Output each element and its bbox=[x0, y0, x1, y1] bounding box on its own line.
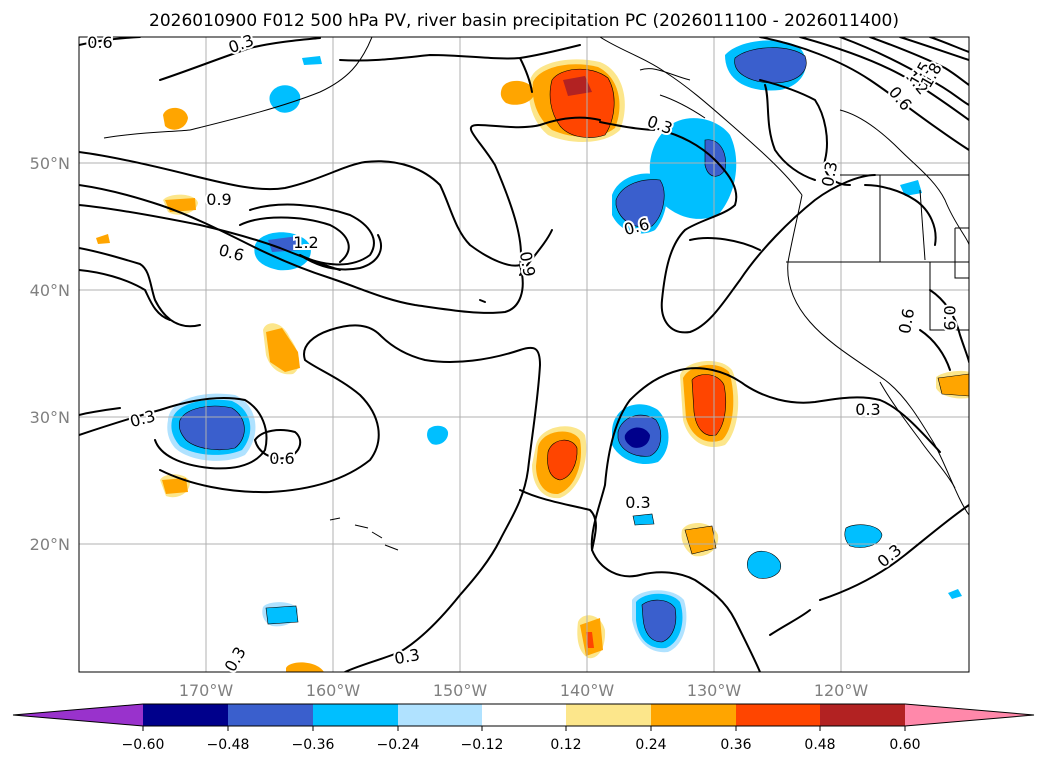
anomaly-positive-central bbox=[532, 426, 606, 659]
lon-label: 150°W bbox=[433, 681, 488, 700]
anomaly-negative-south bbox=[262, 180, 962, 653]
colorbar-bin bbox=[820, 704, 905, 726]
colorbar-extend-right bbox=[905, 704, 1034, 726]
map-border bbox=[78, 36, 970, 673]
colorbar-bin bbox=[398, 704, 482, 726]
colorbar-bin bbox=[143, 704, 228, 726]
colorbar-bin bbox=[566, 704, 651, 726]
contour-label: 1.2 bbox=[293, 233, 318, 252]
lon-label: 160°W bbox=[306, 681, 361, 700]
colorbar-tick: 0.36 bbox=[720, 737, 751, 753]
map-area bbox=[79, 37, 969, 672]
anomaly-negative-small-north bbox=[269, 56, 322, 113]
colorbar-tick: 0.24 bbox=[635, 737, 666, 753]
colorbar-bin bbox=[651, 704, 736, 726]
colorbar-bin bbox=[482, 704, 566, 726]
colorbar-tick: −0.60 bbox=[122, 737, 165, 753]
colorbar-tick: −0.36 bbox=[292, 737, 335, 753]
colorbar-bin bbox=[736, 704, 820, 726]
contour-label: 0.3 bbox=[855, 400, 880, 419]
figure-title: 2026010900 F012 500 hPa PV, river basin … bbox=[149, 11, 899, 31]
contour-label: 0.9 bbox=[940, 305, 959, 330]
lat-label: 30°N bbox=[30, 408, 70, 427]
lon-label: 170°W bbox=[179, 681, 234, 700]
colorbar-bin bbox=[313, 704, 398, 726]
anomaly-negative-central-pacific bbox=[254, 232, 311, 271]
colorbar-tick: −0.12 bbox=[461, 737, 504, 753]
anomaly-negative-small-central bbox=[427, 425, 449, 445]
anomaly-negative-subtropical bbox=[612, 404, 669, 465]
contour-label: 0.6 bbox=[269, 449, 294, 468]
longitude-axis: 170°W 160°W 150°W 140°W 130°W 120°W bbox=[179, 681, 869, 700]
latitude-axis: 50°N 40°N 30°N 20°N bbox=[30, 154, 70, 554]
precip-anomalies bbox=[96, 40, 969, 672]
lon-label: 130°W bbox=[687, 681, 742, 700]
lat-label: 40°N bbox=[30, 281, 70, 300]
anomaly-negative-west-30n bbox=[167, 393, 256, 461]
colorbar-tick: 0.60 bbox=[889, 737, 920, 753]
lat-label: 50°N bbox=[30, 154, 70, 173]
coastlines bbox=[103, 37, 969, 551]
anomaly-negative-ne-pacific-north bbox=[725, 40, 807, 91]
graticule bbox=[79, 37, 969, 672]
lon-label: 140°W bbox=[560, 681, 615, 700]
colorbar-tick: −0.24 bbox=[377, 737, 420, 753]
colorbar-tick: 0.48 bbox=[804, 737, 835, 753]
contour-label: 0.3 bbox=[625, 493, 650, 512]
colorbar-tick: 0.12 bbox=[550, 737, 581, 753]
colorbar-bin bbox=[228, 704, 313, 726]
contour-label: 0.9 bbox=[206, 190, 231, 209]
colorbar-tick: −0.48 bbox=[207, 737, 250, 753]
colorbar-extend-left bbox=[13, 704, 143, 726]
contour-label: 0.6 bbox=[87, 33, 112, 52]
anomaly-positive-subtropical-east bbox=[680, 360, 969, 557]
anomaly-negative-bc-coast bbox=[612, 118, 737, 234]
lat-label: 20°N bbox=[30, 535, 70, 554]
colorbar: −0.60 −0.48 −0.36 −0.24 −0.12 0.12 0.24 … bbox=[12, 703, 1035, 753]
lon-label: 120°W bbox=[814, 681, 869, 700]
pv-contours bbox=[79, 37, 969, 672]
anomaly-positive-small-west bbox=[96, 107, 324, 672]
map-content bbox=[79, 37, 969, 672]
